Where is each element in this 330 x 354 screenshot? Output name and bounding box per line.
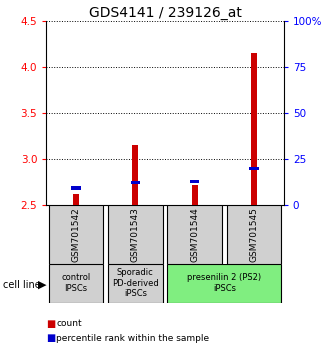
Bar bbox=[249, 167, 259, 170]
Text: ▶: ▶ bbox=[38, 280, 47, 290]
FancyBboxPatch shape bbox=[167, 205, 222, 264]
Bar bbox=[71, 187, 81, 190]
Bar bbox=[131, 181, 140, 184]
Text: GSM701542: GSM701542 bbox=[71, 207, 81, 262]
FancyBboxPatch shape bbox=[49, 205, 103, 264]
Text: GSM701544: GSM701544 bbox=[190, 207, 199, 262]
Bar bbox=[251, 53, 257, 205]
Bar bbox=[192, 185, 198, 205]
FancyBboxPatch shape bbox=[227, 205, 281, 264]
Text: percentile rank within the sample: percentile rank within the sample bbox=[56, 333, 209, 343]
Bar bbox=[73, 194, 79, 205]
Bar bbox=[132, 145, 138, 205]
Text: GSM701543: GSM701543 bbox=[131, 207, 140, 262]
FancyBboxPatch shape bbox=[108, 264, 163, 303]
FancyBboxPatch shape bbox=[108, 205, 163, 264]
Text: ■: ■ bbox=[46, 333, 55, 343]
FancyBboxPatch shape bbox=[167, 264, 281, 303]
Text: GSM701545: GSM701545 bbox=[249, 207, 259, 262]
Text: cell line: cell line bbox=[3, 280, 41, 290]
Text: control
IPSCs: control IPSCs bbox=[61, 274, 90, 293]
Text: Sporadic
PD-derived
iPSCs: Sporadic PD-derived iPSCs bbox=[112, 268, 159, 298]
Bar bbox=[190, 180, 199, 183]
Text: presenilin 2 (PS2)
iPSCs: presenilin 2 (PS2) iPSCs bbox=[187, 274, 261, 293]
Title: GDS4141 / 239126_at: GDS4141 / 239126_at bbox=[88, 6, 242, 20]
Text: ■: ■ bbox=[46, 319, 55, 329]
Text: count: count bbox=[56, 319, 82, 329]
FancyBboxPatch shape bbox=[49, 264, 103, 303]
